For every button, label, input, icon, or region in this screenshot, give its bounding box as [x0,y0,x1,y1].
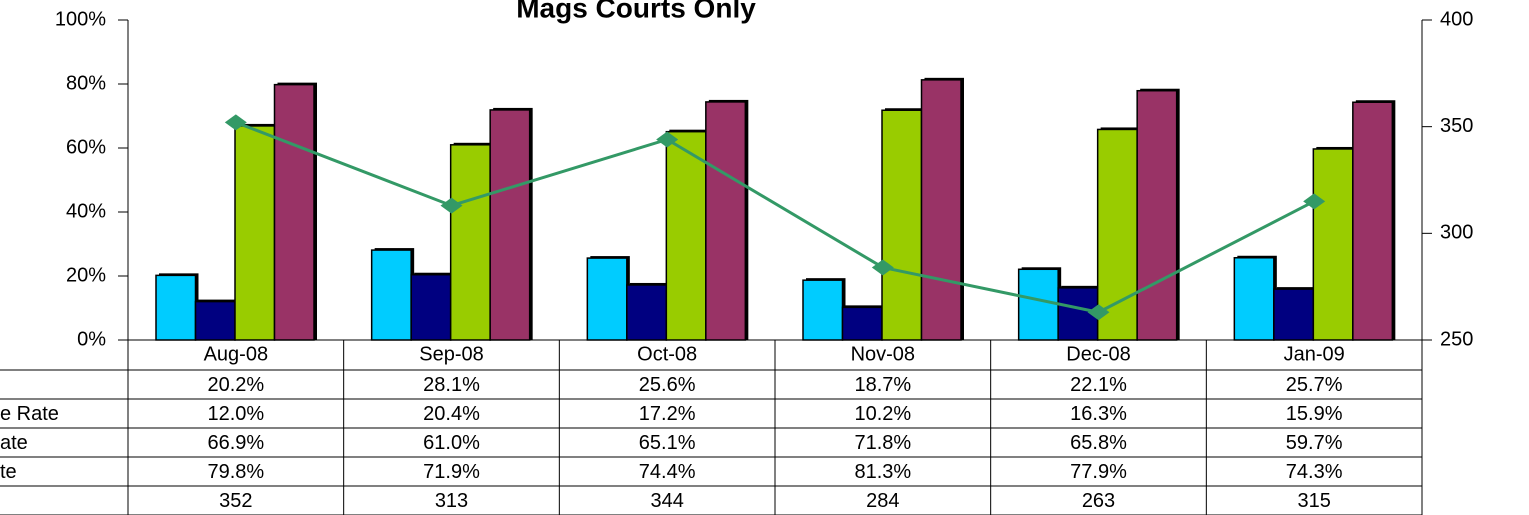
line-marker [224,114,247,131]
table-cell: 74.4% [639,461,696,483]
table-cell: 74.3% [1286,461,1343,483]
bar [1017,268,1059,341]
table-cell: 81.3% [854,461,911,483]
table-cell: 17.2% [639,403,696,425]
category-label: Sep-08 [419,343,484,365]
y-tick-label: 60% [66,136,106,158]
table-cell: 315 [1297,490,1330,512]
category-label: Nov-08 [851,343,915,365]
category-label: Oct-08 [637,343,697,365]
bar [920,79,962,341]
y2-tick-label: 250 [1440,328,1473,350]
bar [802,279,844,341]
bar [1273,288,1315,341]
table-cell: 20.4% [423,403,480,425]
bar [1136,89,1178,341]
table-cell: 16.3% [1070,403,1127,425]
line [235,121,1315,314]
table-cell: 263 [1082,490,1115,512]
table-cell: 25.7% [1286,374,1343,396]
table-cell: 59.7% [1286,432,1343,454]
table-cell: 65.8% [1070,432,1127,454]
y-tick-label: 80% [66,72,106,94]
table-cell: 79.8% [207,461,264,483]
bar [1096,128,1138,341]
category-label: Dec-08 [1066,343,1130,365]
bar [586,257,628,341]
line-marker [656,131,679,148]
table-cell: 22.1% [1070,374,1127,396]
bar [194,300,236,341]
y2-tick-label: 300 [1440,222,1473,244]
y2-tick-label: 400 [1440,8,1473,30]
table-cell: 71.9% [423,461,480,483]
row-label: e Rate [0,403,59,425]
category-label: Aug-08 [204,343,269,365]
line-marker [1303,193,1326,210]
table-cell: 66.9% [207,432,264,454]
table-cell: 28.1% [423,374,480,396]
table-cell: 25.6% [639,374,696,396]
y-tick-label: 20% [66,264,106,286]
row-label: ate [0,432,28,454]
line-marker [440,197,463,214]
table-cell: 18.7% [854,374,911,396]
bar [155,274,197,341]
table-cell: 10.2% [854,403,911,425]
bar [489,109,531,341]
y2-tick-label: 350 [1440,115,1473,137]
bar [234,125,276,341]
bar [370,249,412,341]
line-marker [871,259,894,276]
chart-title: Mags Courts Only [516,0,756,23]
table-cell: 71.8% [854,432,911,454]
bar [626,284,668,341]
bar [705,101,747,341]
table-cell: 12.0% [207,403,264,425]
bar [665,130,707,341]
bar [1352,101,1394,341]
y-tick-label: 100% [55,8,106,30]
row-label: te [0,461,17,483]
table-cell: 61.0% [423,432,480,454]
table-cell: 65.1% [639,432,696,454]
bar [273,83,315,341]
bar [841,306,883,341]
table-cell: 352 [219,490,252,512]
table-cell: 20.2% [207,374,264,396]
bar [881,109,923,341]
bar [1233,257,1275,341]
y-tick-label: 40% [66,200,106,222]
table-cell: 77.9% [1070,461,1127,483]
category-label: Jan-09 [1284,343,1345,365]
table-cell: 15.9% [1286,403,1343,425]
bar [410,273,452,341]
bar [449,144,491,341]
y-tick-label: 0% [77,328,106,350]
table-cell: 344 [650,490,683,512]
table-cell: 313 [435,490,468,512]
table-cell: 284 [866,490,899,512]
line-marker [1087,304,1110,321]
bar [1312,148,1354,341]
